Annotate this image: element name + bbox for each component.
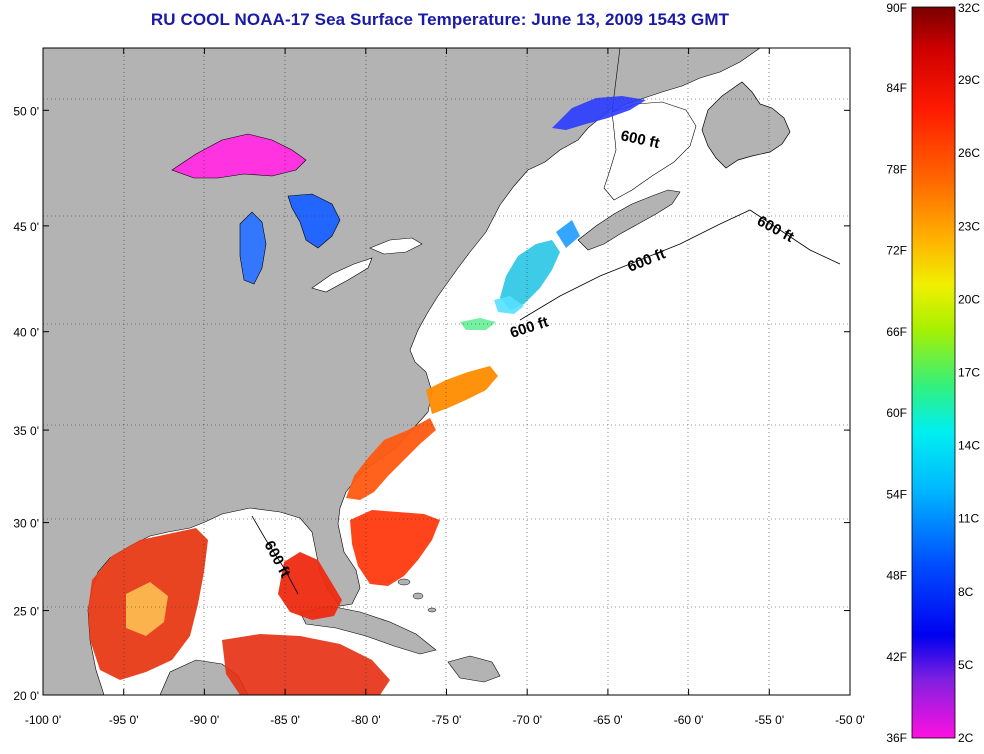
colorbar-celsius-label: 29C — [958, 73, 980, 87]
lat-tick-label: 50 0' — [13, 104, 39, 118]
lon-tick-label: -70 0' — [512, 713, 542, 727]
lon-tick-label: -55 0' — [754, 713, 784, 727]
lon-tick-label: -75 0' — [432, 713, 462, 727]
colorbar-celsius-label: 20C — [958, 292, 980, 306]
colorbar-fahrenheit-label: 72F — [886, 244, 907, 258]
lon-tick-label: -65 0' — [593, 713, 623, 727]
lat-tick-label: 45 0' — [13, 220, 39, 234]
colorbar-fahrenheit-label: 54F — [886, 487, 907, 501]
lon-tick-label: -60 0' — [674, 713, 704, 727]
lat-tick-label: 25 0' — [13, 605, 39, 619]
lon-tick-label: -85 0' — [270, 713, 300, 727]
lon-tick-label: -50 0' — [835, 713, 865, 727]
sst-map-figure: 600 ft 600 ft 600 ft 600 ft 600 ft -100 … — [0, 0, 984, 754]
colorbar-fahrenheit-label: 36F — [886, 731, 907, 745]
colorbar-celsius-label: 23C — [958, 219, 980, 233]
lat-tick-label: 20 0' — [13, 689, 39, 703]
colorbar-fahrenheit-label: 60F — [886, 406, 907, 420]
colorbar-fahrenheit-label: 66F — [886, 325, 907, 339]
lat-tick-label: 35 0' — [13, 424, 39, 438]
colorbar-fahrenheit-label: 90F — [886, 1, 907, 15]
colorbar-fahrenheit-label: 84F — [886, 81, 907, 95]
lon-tick-label: -100 0' — [25, 713, 61, 727]
colorbar-celsius-label: 32C — [958, 1, 980, 15]
lon-tick-label: -95 0' — [109, 713, 139, 727]
lat-tick-label: 30 0' — [13, 517, 39, 531]
lon-tick-label: -90 0' — [190, 713, 220, 727]
colorbar-celsius-label: 5C — [958, 658, 974, 672]
colorbar-celsius-label: 17C — [958, 366, 980, 380]
colorbar — [912, 7, 955, 738]
colorbar-celsius-label: 8C — [958, 585, 974, 599]
colorbar-celsius-label: 11C — [958, 512, 979, 526]
colorbar-celsius-label: 26C — [958, 146, 980, 160]
colorbar-celsius-label: 2C — [958, 731, 974, 745]
colorbar-celsius-label: 14C — [958, 439, 980, 453]
lat-tick-label: 40 0' — [13, 326, 39, 340]
lon-tick-label: -80 0' — [351, 713, 381, 727]
colorbar-fahrenheit-label: 78F — [886, 162, 907, 176]
colorbar-fahrenheit-label: 42F — [886, 650, 907, 664]
colorbar-fahrenheit-label: 48F — [886, 569, 907, 583]
